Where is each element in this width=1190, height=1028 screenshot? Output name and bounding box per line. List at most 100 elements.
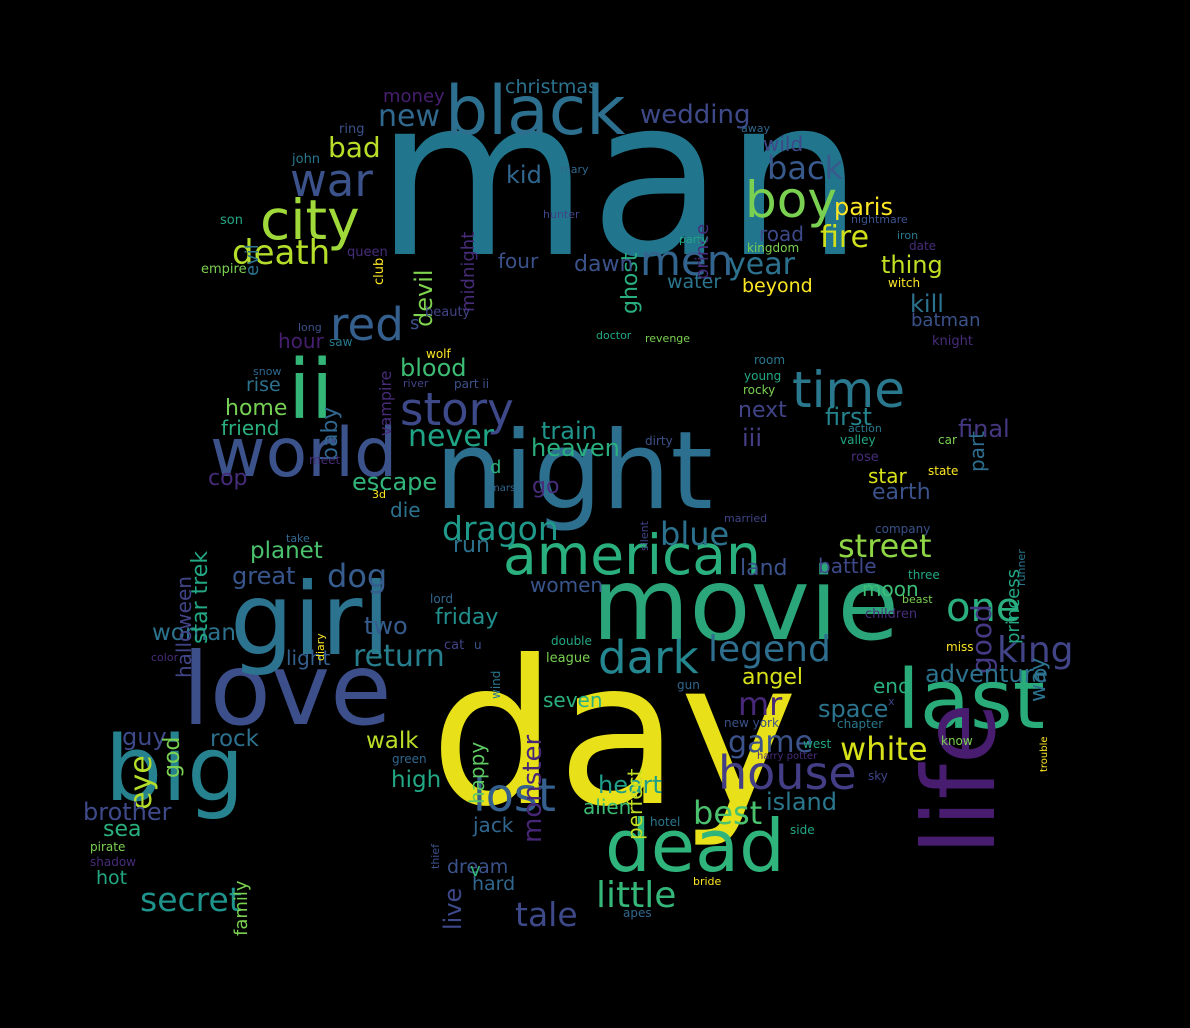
- word-room: room: [754, 353, 786, 367]
- word-first: first: [825, 403, 872, 431]
- word-side: side: [790, 823, 815, 837]
- word-hunter: hunter: [543, 208, 580, 221]
- word-pirate: pirate: [90, 840, 126, 854]
- word-heaven: heaven: [531, 434, 620, 462]
- word-love: love: [182, 631, 392, 748]
- word-gun: gun: [677, 678, 700, 692]
- word-fire: fire: [820, 220, 870, 255]
- word-away: away: [741, 122, 770, 135]
- word-escape: escape: [352, 468, 438, 496]
- word-final: final: [958, 415, 1010, 443]
- word-v: v: [470, 860, 481, 881]
- word-man: man: [375, 50, 864, 306]
- word-go: go: [532, 474, 560, 499]
- word-thief: thief: [429, 844, 442, 869]
- word-chapter: chapter: [837, 717, 884, 731]
- word-earth: earth: [872, 480, 931, 505]
- word-monster: monster: [518, 734, 548, 843]
- word-dream: dream: [447, 856, 509, 878]
- word-dog: dog: [327, 557, 388, 595]
- word-great: great: [232, 562, 296, 590]
- word-rock: rock: [210, 726, 259, 752]
- word-batman: batman: [911, 310, 981, 331]
- word-snow: snow: [253, 365, 282, 378]
- word-walk: walk: [366, 728, 419, 754]
- word-brother: brother: [83, 798, 172, 826]
- word-white: white: [840, 730, 928, 768]
- word-long: long: [298, 321, 322, 334]
- word-seven: seven: [543, 688, 603, 712]
- word-revenge: revenge: [645, 332, 691, 345]
- word-vampire: vampire: [376, 370, 395, 436]
- word-know: know: [941, 734, 973, 748]
- word-blood: blood: [400, 354, 467, 382]
- word-happy: happy: [465, 741, 489, 804]
- word-part-ii: part ii: [454, 377, 490, 391]
- word-city: city: [260, 188, 360, 252]
- word-world: world: [210, 414, 398, 493]
- word-god: god: [160, 736, 185, 778]
- word-son: son: [220, 213, 243, 228]
- word-home: home: [225, 396, 288, 421]
- word-dead: dead: [605, 804, 785, 888]
- word-end: end: [873, 674, 911, 698]
- word-beauty: beauty: [425, 305, 471, 320]
- word-midnight: midnight: [458, 231, 479, 312]
- word-guy: guy: [122, 723, 167, 751]
- word-color: color: [151, 651, 179, 664]
- word-sky: sky: [868, 769, 888, 783]
- word-sea: sea: [103, 817, 142, 842]
- word-life: life: [901, 702, 1018, 855]
- word-king: king: [997, 630, 1074, 671]
- word-runner: runner: [1015, 549, 1028, 586]
- word-night: night: [435, 409, 713, 534]
- word-next: next: [738, 398, 787, 423]
- word-american: american: [503, 523, 761, 587]
- word-d: d: [490, 457, 502, 478]
- word-lost: lost: [473, 768, 556, 822]
- word-iron: iron: [897, 229, 919, 242]
- word-street: street: [838, 527, 932, 565]
- word-s: s: [410, 313, 420, 334]
- word-beyond: beyond: [742, 275, 813, 297]
- word-wedding: wedding: [640, 100, 751, 130]
- word-evil: evil: [242, 244, 263, 276]
- word-trouble: trouble: [1039, 736, 1050, 772]
- word-miss: miss: [946, 640, 974, 654]
- word-witch: witch: [888, 276, 921, 290]
- word-water: water: [667, 271, 722, 293]
- word-iii: iii: [742, 424, 763, 452]
- word-league: league: [546, 651, 591, 666]
- word-3d: 3d: [372, 488, 386, 501]
- word-planet: planet: [250, 538, 323, 564]
- word-club: club: [372, 257, 387, 285]
- word-star: star: [868, 464, 907, 488]
- word-land: land: [740, 556, 788, 581]
- word-men: men: [640, 236, 734, 285]
- word-cat: cat: [444, 638, 465, 653]
- word-moon: moon: [862, 577, 919, 601]
- word-black: black: [445, 72, 626, 151]
- word-diary: diary: [314, 633, 327, 661]
- word-war: war: [290, 154, 373, 207]
- word-wolf: wolf: [426, 347, 451, 361]
- word-rose: rose: [851, 450, 879, 465]
- word-young: young: [744, 369, 782, 383]
- word-married: married: [724, 512, 768, 525]
- word-red: red: [330, 298, 404, 351]
- word-one: one: [946, 585, 1021, 631]
- word-kingdom: kingdom: [747, 241, 800, 255]
- word-wind: wind: [489, 670, 503, 699]
- word-angel: angel: [742, 665, 804, 690]
- word-return: return: [353, 639, 445, 674]
- word-high: high: [391, 767, 442, 793]
- word-hard: hard: [472, 873, 516, 895]
- word-money: money: [383, 86, 445, 107]
- word-train: train: [541, 417, 597, 445]
- word-live: live: [439, 887, 467, 930]
- word-kid: kid: [506, 161, 542, 189]
- word-woman: woman: [152, 620, 236, 646]
- word-new: new: [378, 99, 441, 134]
- word-beast: beast: [902, 593, 933, 606]
